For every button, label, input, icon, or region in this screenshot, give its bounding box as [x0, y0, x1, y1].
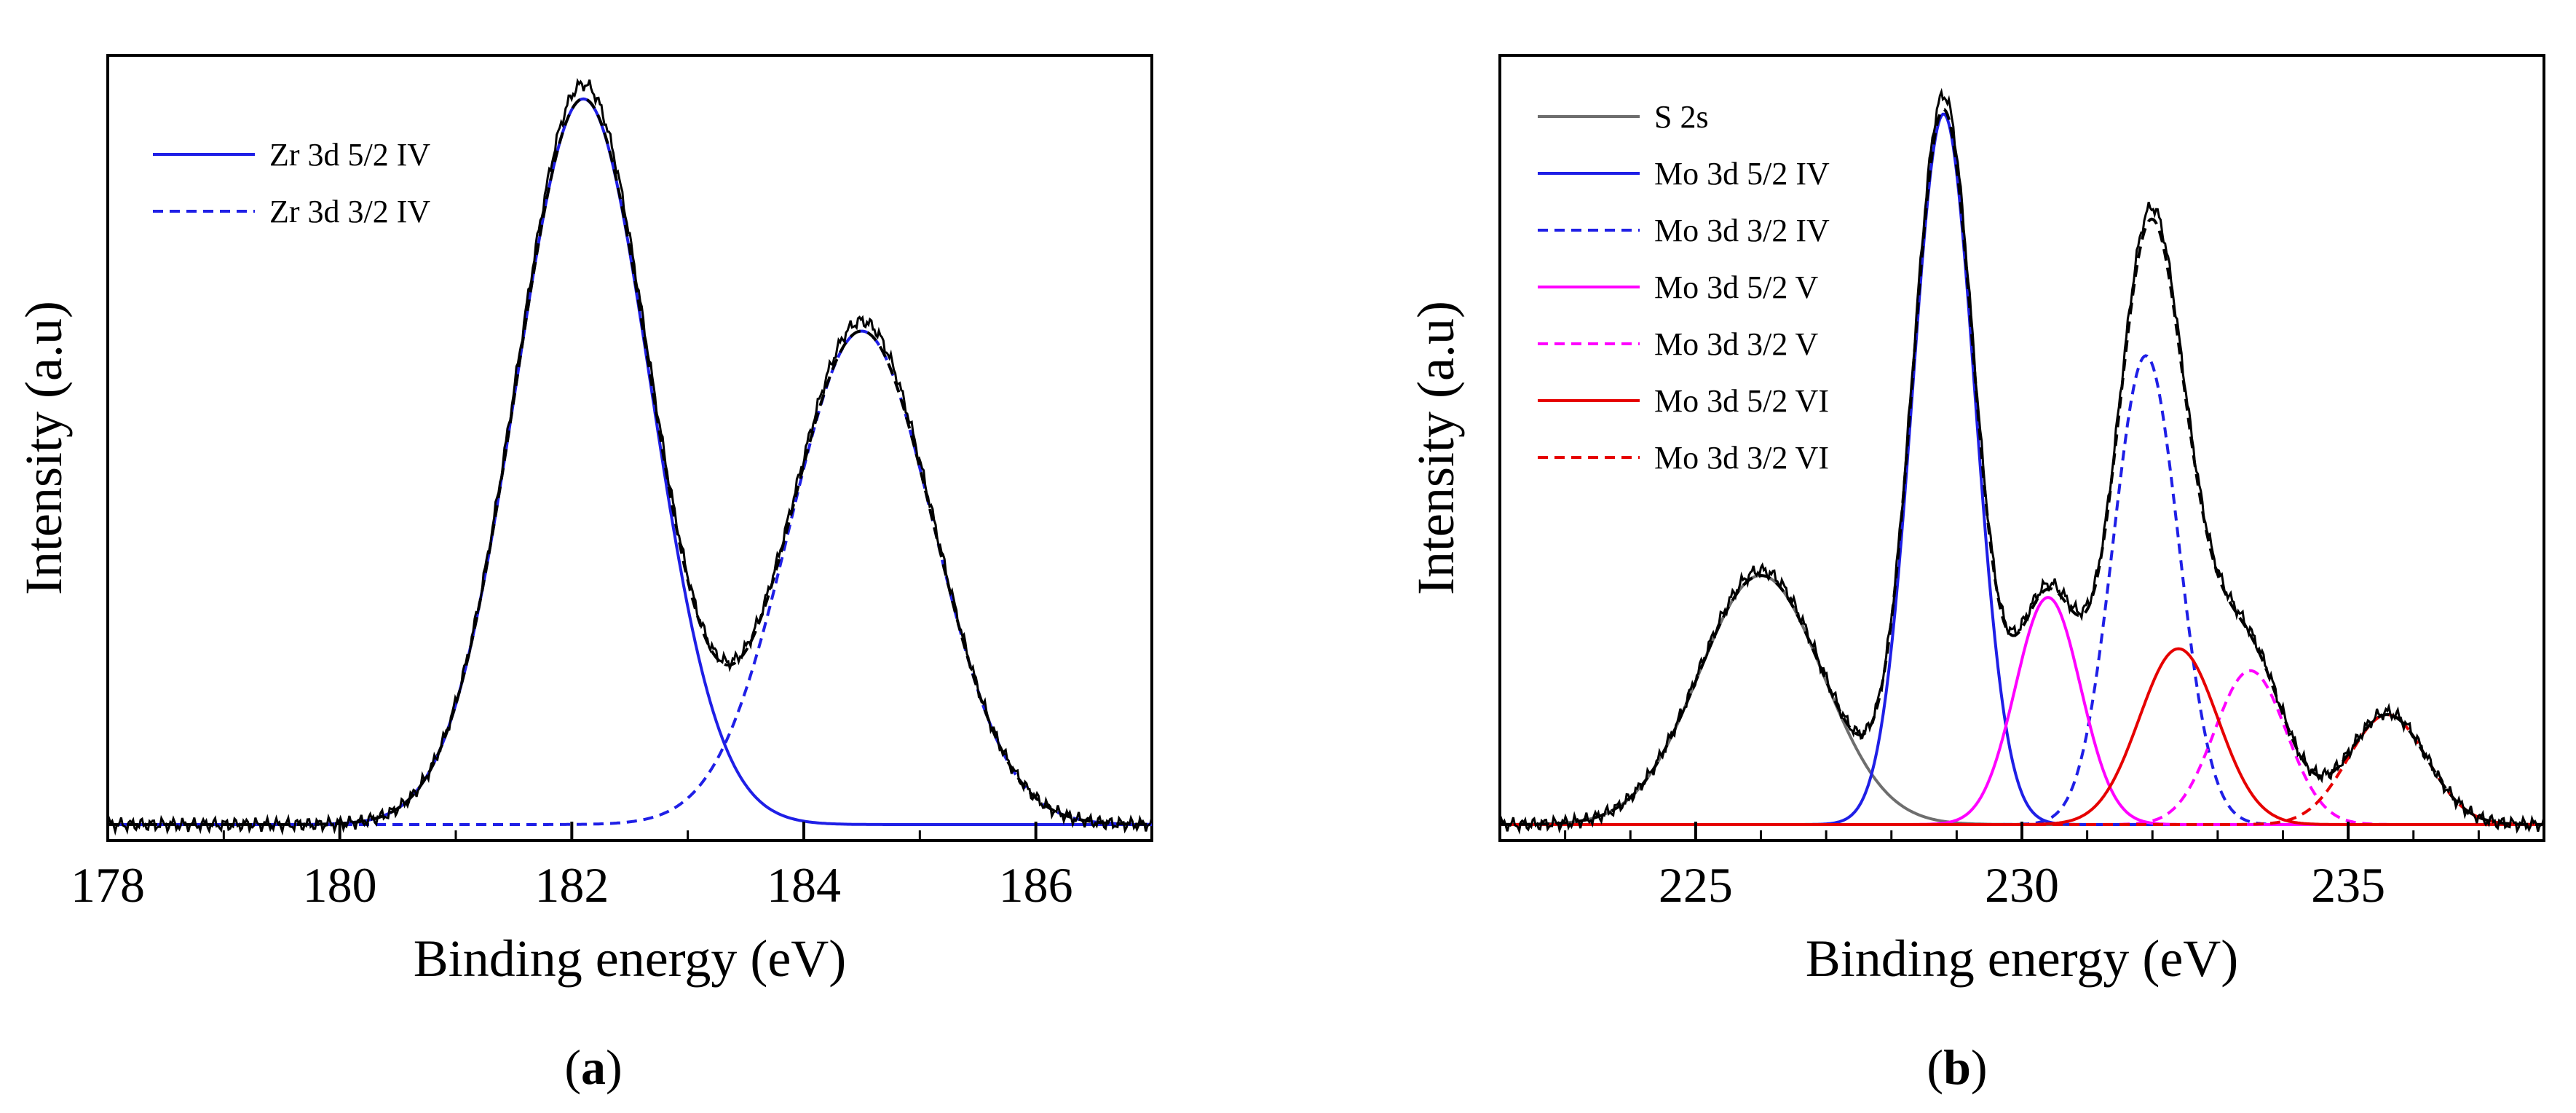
panel-letter-b: b — [1943, 1039, 1971, 1095]
plot-frame-b — [1498, 54, 2545, 842]
legend-label-b: Mo 3d 3/2 VI — [1654, 440, 1829, 476]
panel-letter-a: a — [581, 1039, 606, 1095]
legend-b: S 2s Mo 3d 5/2 IV Mo 3d 3/2 IV Mo 3d 5/2 V M… — [1538, 99, 1830, 476]
x-tick-label-a: 186 — [999, 857, 1073, 913]
x-axis-label-a: Binding energy (eV) — [414, 929, 847, 988]
x-ticks-b: 225 230 235 — [1564, 822, 2480, 913]
y-axis-label-a: Intensity (a.u) — [15, 301, 73, 595]
legend-item-mo-3d-3-2-vi-b: Mo 3d 3/2 VI — [1538, 440, 1829, 476]
plot-frame-a — [106, 54, 1153, 842]
x-tick-label-a: 178 — [71, 857, 145, 913]
panel-a: 178 180 182 184 186 Zr 3d 5/2 IV Zr 3d 3/2 IV… — [15, 54, 1153, 1095]
x-axis-label-b: Binding energy (eV) — [1806, 929, 2239, 988]
curves-a — [106, 77, 1153, 836]
legend-item-mo-3d-5-2-iv-b: Mo 3d 5/2 IV — [1538, 156, 1830, 192]
legend-item-mo-3d-5-2-v-b: Mo 3d 5/2 V — [1538, 270, 1819, 305]
series-experimental-a — [106, 77, 1153, 836]
x-tick-label-a: 182 — [534, 857, 609, 913]
legend-item-zr-3d-5-2-iv-a: Zr 3d 5/2 IV — [153, 137, 430, 173]
panel-label-b: (b) — [1927, 1039, 1987, 1095]
legend-item-s-2s-b: S 2s — [1538, 99, 1709, 135]
legend-label-b: Mo 3d 3/2 V — [1654, 326, 1819, 362]
legend-item-mo-3d-3-2-v-b: Mo 3d 3/2 V — [1538, 326, 1819, 362]
x-tick-label-a: 180 — [303, 857, 377, 913]
series-experimental-b — [1498, 87, 2545, 835]
legend-label-a: Zr 3d 3/2 IV — [269, 194, 430, 229]
legend-label-b: Mo 3d 5/2 V — [1654, 270, 1819, 305]
legend-label-a: Zr 3d 5/2 IV — [269, 137, 430, 173]
legend-item-mo-3d-5-2-vi-b: Mo 3d 5/2 VI — [1538, 383, 1829, 419]
x-tick-label-b: 230 — [1985, 857, 2059, 913]
legend-item-zr-3d-3-2-iv-a: Zr 3d 3/2 IV — [153, 194, 430, 229]
legend-label-b: Mo 3d 5/2 VI — [1654, 383, 1829, 419]
panel-b: 225 230 235 S 2s Mo 3d 5/2 IV Mo 3d 3/2 IV Mo… — [1407, 54, 2545, 1095]
y-axis-label-b: Intensity (a.u) — [1407, 301, 1465, 595]
x-tick-label-b: 235 — [2311, 857, 2385, 913]
legend-label-b: S 2s — [1654, 99, 1709, 135]
legend-item-mo-3d-3-2-iv-b: Mo 3d 3/2 IV — [1538, 213, 1830, 248]
x-tick-label-a: 184 — [767, 857, 841, 913]
panel-label-a: (a) — [564, 1039, 622, 1095]
series-fit-envelope-a — [108, 97, 1152, 826]
x-tick-label-b: 225 — [1659, 857, 1733, 913]
legend-label-b: Mo 3d 5/2 IV — [1654, 156, 1830, 192]
legend-a: Zr 3d 5/2 IV Zr 3d 3/2 IV — [153, 137, 430, 229]
x-ticks-a: 178 180 182 184 186 — [71, 822, 1073, 913]
legend-label-b: Mo 3d 3/2 IV — [1654, 213, 1830, 248]
